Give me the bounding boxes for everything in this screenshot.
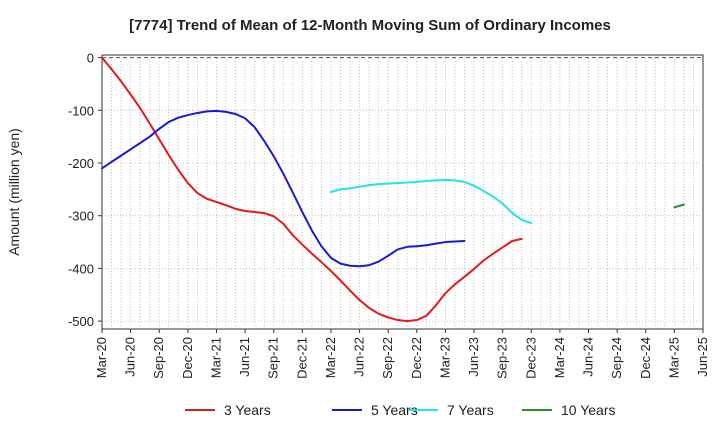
y-axis-label: Amount (million yen) [6, 128, 22, 256]
x-tick-label: Jun-23 [466, 337, 481, 377]
series-line-3-years [101, 56, 523, 323]
legend: 3 Years 5 Years 7 Years 10 Years [185, 402, 616, 418]
y-tick-label: -100 [68, 103, 94, 118]
x-tick-label: Sep-23 [495, 337, 510, 379]
legend-label: 7 Years [447, 402, 494, 418]
x-tick-label: Sep-21 [266, 337, 281, 379]
x-tick-label: Mar-20 [94, 337, 109, 378]
legend-label: 10 Years [561, 402, 616, 418]
x-tick-label: Jun-21 [237, 337, 252, 377]
chart-title: [7774] Trend of Mean of 12-Month Moving … [129, 17, 611, 34]
x-tick-label: Dec-21 [294, 337, 309, 379]
y-tick-label: -200 [68, 156, 94, 171]
x-tick-label: Mar-24 [552, 337, 567, 378]
x-tick-label: Jun-22 [352, 337, 367, 377]
legend-item-7-years: 7 Years [408, 402, 494, 418]
x-tick-label: Mar-23 [437, 337, 452, 378]
plot-area [101, 54, 704, 330]
x-tick-label: Jun-25 [695, 337, 710, 377]
y-tick-label: -300 [68, 209, 94, 224]
x-tick-label: Sep-20 [151, 337, 166, 379]
x-tick-label: Mar-25 [666, 337, 681, 378]
x-tick-label: Sep-22 [380, 337, 395, 379]
legend-item-10-years: 10 Years [522, 402, 616, 418]
legend-label: 3 Years [224, 402, 271, 418]
x-tick-label: Dec-20 [180, 337, 195, 379]
legend-label: 5 Years [371, 402, 418, 418]
x-tick-label: Dec-24 [638, 337, 653, 379]
series-line-7-years [329, 178, 533, 225]
x-tick-label: Jun-24 [581, 337, 596, 377]
y-axis-ticks: 0 -100 -200 -300 -400 -500 [68, 51, 102, 329]
legend-item-3-years: 3 Years [185, 402, 271, 418]
x-tick-label: Mar-22 [323, 337, 338, 378]
series-line-5-years [101, 109, 466, 268]
series-line-10-years [673, 203, 685, 209]
x-tick-label: Sep-24 [609, 337, 624, 379]
x-tick-label: Jun-20 [123, 337, 138, 377]
x-tick-label: Dec-22 [409, 337, 424, 379]
y-tick-label: 0 [87, 51, 94, 66]
x-tick-label: Dec-23 [523, 337, 538, 379]
legend-item-5-years: 5 Years [332, 402, 418, 418]
y-tick-label: -400 [68, 261, 94, 276]
series-lines [101, 56, 685, 323]
x-tick-label: Mar-21 [208, 337, 223, 378]
y-tick-label: -500 [68, 314, 94, 329]
x-axis-ticks: Mar-20 Jun-20 Sep-20 Dec-20 Mar-21 Jun-21 Sep-… [94, 329, 710, 379]
